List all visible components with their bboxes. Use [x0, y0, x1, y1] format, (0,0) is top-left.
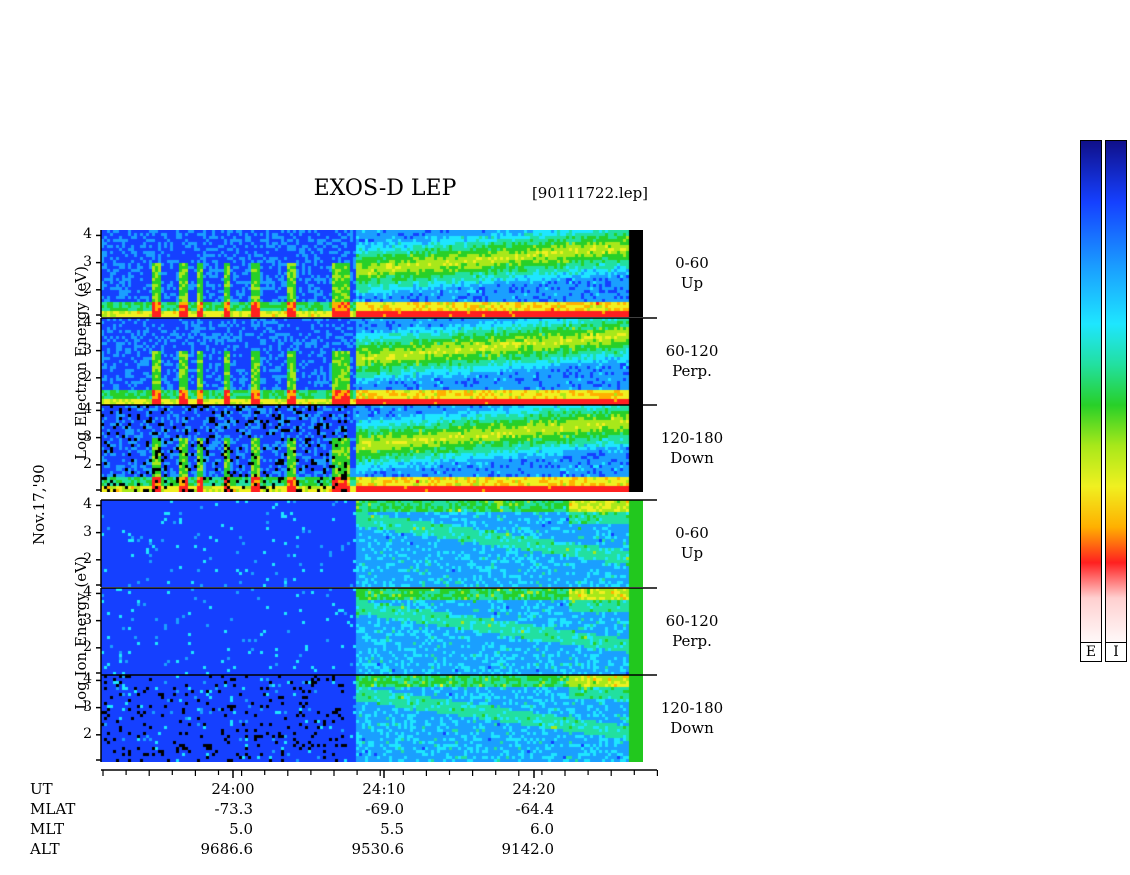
spectrogram-electron-0 [101, 230, 643, 317]
y-tick-label: 4 [83, 401, 92, 418]
table-cell-mlat: -64.4 [515, 800, 554, 818]
y-tick-label: 4 [83, 584, 92, 601]
spectrogram-electron-1 [101, 318, 643, 405]
panel-label-5: 120-180 Down [652, 698, 732, 738]
row-label-mlt: MLT [30, 820, 65, 838]
table-cell-alt: 9530.6 [351, 840, 405, 858]
panel-label-4: 60-120 Perp. [652, 611, 732, 651]
ion-colorbar [1105, 140, 1127, 650]
table-cell-ut: 24:20 [512, 780, 556, 798]
panel-label-2: 120-180 Down [652, 428, 732, 468]
table-cell-ut: 24:10 [362, 780, 406, 798]
panel-label-angle: 120-180 [660, 429, 724, 447]
panel-label-3: 0-60 Up [652, 523, 732, 563]
y-tick-label: 4 [83, 314, 92, 331]
chart-title: EXOS-D LEP [313, 176, 457, 201]
y-tick-label: 2 [83, 368, 92, 385]
table-cell-alt: 9686.6 [200, 840, 254, 858]
panel-label-angle: 60-120 [665, 342, 719, 360]
y-tick-label: 2 [83, 280, 92, 297]
table-cell-mlt: 5.5 [380, 820, 404, 838]
panel-label-direction: Up [680, 544, 704, 562]
y-tick-label: 2 [83, 725, 92, 742]
spectrogram-ion-4 [101, 588, 643, 675]
electron-colorbar [1080, 140, 1102, 650]
y-tick-label: 4 [83, 671, 92, 688]
y-tick-label: 3 [83, 523, 92, 540]
y-tick-label: 2 [83, 550, 92, 567]
panel-label-angle: 0-60 [675, 254, 709, 272]
y-tick-label: 4 [83, 226, 92, 243]
row-label-ut: UT [30, 780, 53, 798]
table-cell-mlat: -73.3 [214, 800, 253, 818]
table-cell-mlt: 5.0 [229, 820, 253, 838]
panel-label-angle: 0-60 [675, 524, 709, 542]
colorbar-label-i: I [1105, 642, 1127, 662]
table-cell-ut: 24:00 [211, 780, 255, 798]
file-label: [90111722.lep] [531, 184, 649, 202]
y-tick-label: 2 [83, 638, 92, 655]
y-tick-label: 3 [83, 341, 92, 358]
spectrogram-electron-2 [101, 405, 643, 492]
spectrogram-ion-3 [101, 500, 643, 587]
panel-label-direction: Perp. [672, 362, 712, 380]
y-tick-label: 3 [83, 428, 92, 445]
panel-label-angle: 60-120 [665, 612, 719, 630]
y-tick-label: 3 [83, 611, 92, 628]
panel-label-1: 60-120 Perp. [652, 341, 732, 381]
panel-label-direction: Perp. [672, 632, 712, 650]
y-tick-label: 4 [83, 496, 92, 513]
colorbar-label-e: E [1080, 642, 1102, 662]
table-cell-alt: 9142.0 [501, 840, 555, 858]
row-label-mlat: MLAT [30, 800, 76, 818]
panel-label-direction: Down [670, 449, 714, 467]
table-cell-mlat: -69.0 [365, 800, 404, 818]
panel-label-direction: Down [670, 719, 714, 737]
row-label-alt: ALT [30, 840, 60, 858]
y-tick-label: 3 [83, 698, 92, 715]
panel-label-0: 0-60 Up [652, 253, 732, 293]
table-cell-mlt: 6.0 [530, 820, 554, 838]
y-tick-label: 3 [83, 253, 92, 270]
spectrogram-ion-5 [101, 675, 643, 762]
panel-label-direction: Up [680, 274, 704, 292]
y-tick-label: 2 [83, 455, 92, 472]
panel-label-angle: 120-180 [660, 699, 724, 717]
